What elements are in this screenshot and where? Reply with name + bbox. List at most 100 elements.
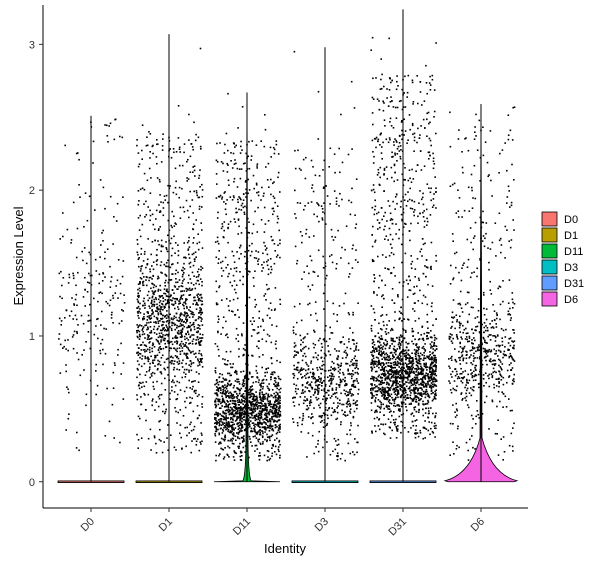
data-point	[269, 400, 271, 402]
data-point	[270, 426, 273, 428]
data-point	[381, 158, 383, 160]
data-point	[276, 426, 278, 428]
data-point	[301, 235, 303, 237]
data-point	[274, 287, 277, 289]
data-point	[146, 319, 149, 321]
data-point	[396, 202, 398, 205]
data-point	[340, 380, 342, 382]
data-point	[167, 291, 169, 293]
data-point	[122, 196, 124, 198]
data-point	[265, 283, 268, 286]
data-point	[188, 236, 190, 239]
data-point	[236, 387, 239, 389]
data-point	[245, 192, 247, 194]
data-point	[216, 379, 218, 381]
data-point	[383, 119, 386, 121]
data-point	[325, 325, 327, 327]
data-point	[187, 282, 190, 284]
data-point	[144, 394, 146, 396]
data-point	[372, 378, 375, 380]
data-point	[268, 389, 270, 391]
data-point	[264, 405, 267, 408]
data-point	[186, 209, 189, 212]
data-point	[159, 329, 162, 332]
data-point	[397, 389, 400, 392]
data-point	[155, 310, 157, 312]
data-point	[251, 422, 254, 424]
data-point	[243, 415, 245, 418]
data-point	[264, 249, 267, 251]
data-point	[248, 189, 251, 191]
data-point	[241, 394, 243, 396]
data-point	[183, 315, 186, 317]
data-point	[179, 336, 182, 338]
data-point	[228, 372, 231, 375]
data-point	[411, 260, 414, 263]
data-point	[238, 196, 240, 198]
data-point	[316, 215, 318, 218]
data-point	[376, 294, 378, 296]
data-point	[385, 404, 388, 407]
data-point	[378, 349, 380, 352]
data-point	[390, 402, 393, 405]
data-point	[252, 223, 255, 226]
data-point	[392, 155, 394, 158]
data-point	[221, 381, 223, 383]
data-point	[186, 177, 188, 179]
data-point	[181, 319, 183, 321]
data-point	[176, 422, 178, 424]
data-point	[136, 324, 138, 326]
data-point	[321, 368, 324, 371]
data-point	[435, 380, 438, 382]
data-point	[176, 327, 178, 329]
data-point	[153, 298, 155, 301]
data-point	[151, 371, 154, 374]
data-point	[375, 356, 378, 359]
data-point	[231, 395, 233, 398]
data-point	[347, 262, 350, 265]
data-point	[263, 421, 265, 423]
data-point	[158, 295, 161, 297]
data-point	[190, 312, 192, 315]
data-point	[151, 361, 154, 364]
data-point	[243, 380, 245, 383]
data-point	[354, 259, 357, 261]
data-point	[173, 315, 176, 317]
data-point	[234, 420, 237, 422]
data-point	[430, 373, 433, 376]
data-point	[336, 458, 339, 461]
data-point	[277, 397, 279, 400]
data-point	[233, 429, 235, 431]
data-point	[96, 384, 99, 387]
data-point	[301, 278, 303, 280]
data-point	[241, 424, 244, 426]
data-point	[163, 292, 165, 295]
data-point	[234, 371, 236, 373]
data-point	[174, 286, 177, 288]
data-point	[225, 391, 227, 393]
data-point	[275, 394, 277, 397]
data-point	[314, 391, 316, 393]
data-point	[413, 211, 415, 213]
data-point	[395, 117, 398, 119]
data-point	[323, 202, 325, 204]
data-point	[200, 222, 202, 224]
data-point	[165, 320, 168, 323]
data-point	[388, 411, 391, 413]
data-point	[197, 293, 200, 295]
data-point	[378, 286, 380, 289]
data-point	[181, 335, 183, 338]
data-point	[377, 168, 380, 171]
data-point	[191, 313, 194, 316]
data-point	[180, 290, 182, 293]
data-point	[170, 355, 173, 358]
data-point	[153, 359, 156, 361]
data-point	[141, 187, 144, 189]
data-point	[309, 371, 312, 374]
data-point	[217, 428, 219, 431]
data-point	[217, 331, 219, 334]
data-point	[320, 379, 322, 381]
data-point	[183, 335, 186, 338]
data-point	[149, 332, 151, 334]
data-point	[150, 331, 153, 334]
